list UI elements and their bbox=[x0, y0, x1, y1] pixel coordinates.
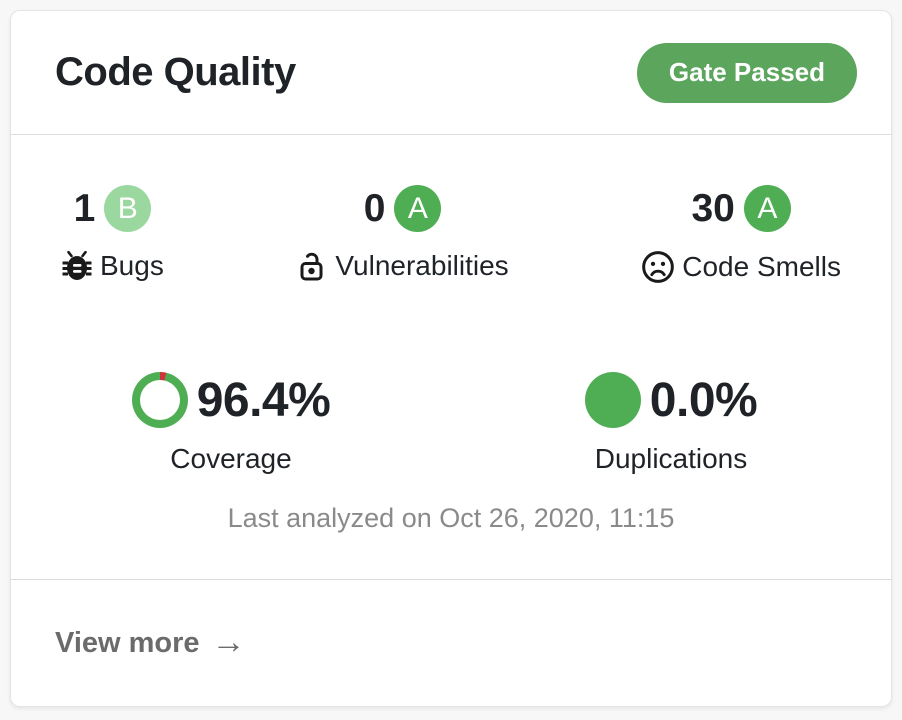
metric-bugs-top: 1 B bbox=[74, 185, 152, 232]
card-header: Code Quality Gate Passed bbox=[11, 11, 891, 135]
coverage-label: Coverage bbox=[170, 443, 292, 474]
coverage-top: 96.4% bbox=[131, 372, 331, 428]
card-footer: View more → bbox=[11, 579, 891, 706]
metric-bugs-label-row: Bugs bbox=[61, 250, 164, 282]
metric-vulnerabilities-top: 0 A bbox=[364, 185, 442, 232]
code-quality-card: Code Quality Gate Passed 1 B bbox=[10, 10, 892, 707]
metrics-row: 1 B Bugs bbox=[11, 185, 891, 284]
duplications-circle-chart bbox=[584, 372, 641, 428]
bugs-rating-badge: B bbox=[104, 185, 152, 232]
metric-code-smells-label-row: Code Smells bbox=[641, 250, 841, 284]
page-title: Code Quality bbox=[55, 50, 296, 94]
code-smells-label: Code Smells bbox=[682, 251, 841, 282]
coverage-donut-chart bbox=[131, 372, 188, 428]
coverage-value: 96.4% bbox=[196, 373, 331, 427]
bugs-label: Bugs bbox=[100, 250, 164, 281]
metric-vulnerabilities: 0 A Vulnerabilities bbox=[296, 185, 509, 284]
bugs-count: 1 bbox=[73, 186, 96, 230]
bug-icon bbox=[61, 250, 93, 282]
lock-open-icon bbox=[296, 250, 328, 282]
view-more-link[interactable]: View more → bbox=[55, 623, 246, 661]
duplications-value: 0.0% bbox=[649, 373, 758, 427]
metric-bugs: 1 B Bugs bbox=[61, 185, 164, 284]
metric-code-smells-top: 30 A bbox=[691, 185, 791, 232]
code-smells-count: 30 bbox=[691, 186, 735, 230]
last-analyzed-text: Last analyzed on Oct 26, 2020, 11:15 bbox=[227, 503, 675, 533]
quality-gate-status-badge: Gate Passed bbox=[636, 42, 857, 103]
arrow-right-icon: → bbox=[211, 623, 246, 661]
vulnerabilities-label: Vulnerabilities bbox=[335, 250, 509, 281]
duplications-label: Duplications bbox=[594, 443, 748, 474]
code-smells-rating-badge: A bbox=[743, 185, 791, 232]
duplications-metric: 0.0% Duplications bbox=[451, 372, 891, 475]
duplications-top: 0.0% bbox=[584, 372, 758, 428]
sad-face-icon bbox=[641, 250, 675, 284]
percent-metrics-row: 96.4% Coverage 0.0% Duplications bbox=[11, 372, 891, 475]
coverage-metric: 96.4% Coverage bbox=[11, 372, 451, 475]
card-body: 1 B Bugs bbox=[11, 135, 891, 579]
vulnerabilities-count: 0 bbox=[363, 186, 386, 230]
metric-code-smells: 30 A Code Smells bbox=[641, 185, 841, 284]
vulnerabilities-rating-badge: A bbox=[394, 185, 442, 232]
view-more-label: View more bbox=[55, 626, 200, 659]
metric-vulnerabilities-label-row: Vulnerabilities bbox=[296, 250, 509, 282]
